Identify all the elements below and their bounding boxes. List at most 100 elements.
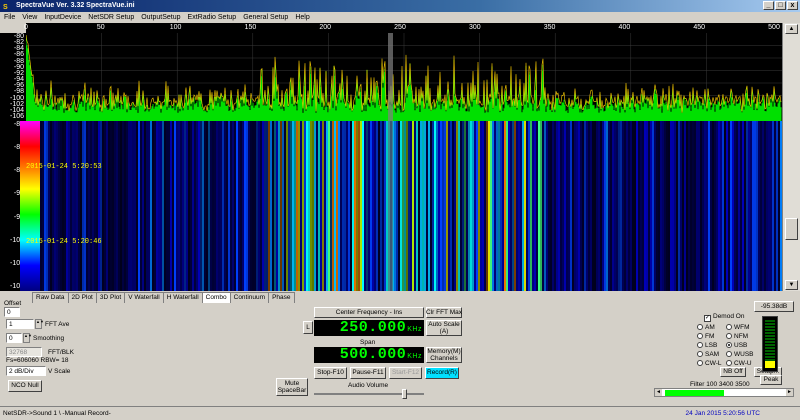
meter-segment	[765, 335, 775, 337]
waterfall-column	[102, 121, 104, 291]
center-frequency-display[interactable]: 250.000KHz	[314, 320, 424, 336]
waterfall-column	[52, 121, 54, 291]
waterfall-column	[562, 121, 564, 291]
waterfall-column	[232, 121, 234, 291]
waterfall-column	[536, 121, 538, 291]
radio-dot-icon	[726, 360, 732, 366]
l-button[interactable]: L	[303, 321, 313, 334]
close-button[interactable]: x	[787, 1, 798, 10]
mode-radio-usb[interactable]: USB	[726, 342, 747, 350]
menu-inputdevice[interactable]: InputDevice	[44, 14, 82, 21]
waterfall-column	[650, 121, 652, 291]
peak-button[interactable]: Peak	[760, 375, 782, 385]
vertical-scrollbar[interactable]: ▲ ▼	[782, 23, 800, 291]
mode-radio-cw-u[interactable]: CW-U	[726, 360, 752, 368]
waterfall-column	[140, 121, 142, 291]
waterfall-column	[414, 121, 416, 291]
start-button[interactable]: Start-F12	[389, 367, 422, 379]
audio-volume-slider[interactable]	[314, 389, 424, 399]
tab-raw-data[interactable]: Raw Data	[32, 292, 69, 303]
tab-h-waterfall[interactable]: H Waterfall	[162, 292, 203, 303]
center-frequency-button[interactable]: Center Frequency - Ins	[314, 307, 424, 318]
waterfall-column	[456, 121, 458, 291]
smoothing-field[interactable]: 0	[6, 333, 22, 343]
scroll-down-icon[interactable]: ▼	[785, 280, 798, 290]
waterfall-column	[564, 121, 566, 291]
memory-channels-button[interactable]: Memory(M) Channels	[426, 347, 462, 363]
vscale-select[interactable]: 2 dB/Div	[6, 366, 46, 376]
tab-phase[interactable]: Phase	[268, 292, 295, 303]
waterfall-column	[282, 121, 284, 291]
waterfall-column	[468, 121, 470, 291]
fft-ave-spinner[interactable]: ▲▼	[35, 319, 44, 329]
smoothing-spinner[interactable]: ▲▼	[23, 333, 32, 343]
record-button[interactable]: Record(R)	[425, 367, 459, 379]
nb-off-button[interactable]: NB Off	[720, 367, 746, 377]
waterfall-column	[504, 121, 506, 291]
waterfall-column	[142, 121, 144, 291]
clr-fft-max-button[interactable]: Clr FFT Max	[426, 307, 462, 318]
mute-button[interactable]: Mute SpaceBar	[276, 378, 308, 396]
mode-radio-nfm[interactable]: NFM	[726, 333, 748, 341]
tab-v-waterfall[interactable]: V Waterfall	[124, 292, 164, 303]
waterfall-plot[interactable]	[26, 121, 782, 291]
demod-on-checkbox[interactable]: ✓ Demod On	[704, 312, 744, 322]
waterfall-column	[570, 121, 572, 291]
mode-radio-wusb[interactable]: WUSB	[726, 351, 754, 359]
waterfall-column	[530, 121, 532, 291]
waterfall-column	[368, 121, 370, 291]
waterfall-column	[510, 121, 512, 291]
tab-3d-plot[interactable]: 3D Plot	[95, 292, 126, 303]
waterfall-column	[594, 121, 596, 291]
maximize-button[interactable]: □	[775, 1, 786, 10]
menu-general-setup[interactable]: General Setup	[243, 14, 289, 21]
filter-bar[interactable]: ◄ ►	[654, 388, 794, 397]
tab-2d-plot[interactable]: 2D Plot	[67, 292, 97, 303]
span-display[interactable]: 500.000KHz	[314, 347, 424, 363]
waterfall-column	[300, 121, 302, 291]
menu-netsdr-setup[interactable]: NetSDR Setup	[88, 14, 135, 21]
tab-continuum[interactable]: Continuum	[229, 292, 270, 303]
mode-radio-am[interactable]: AM	[697, 324, 715, 332]
waterfall-column	[678, 121, 680, 291]
tab-combo[interactable]: Combo	[201, 292, 231, 303]
scroll-up-icon[interactable]: ▲	[785, 24, 798, 34]
waterfall-column	[506, 121, 508, 291]
nco-null-button[interactable]: NCO Null	[8, 380, 42, 392]
fft-ave-label: FFT Ave	[45, 321, 70, 328]
menu-view[interactable]: View	[22, 14, 38, 21]
spectrum-dbm-axis: -80 -82 -84 -86 -88 -90 -92 -94 -96 -98 -100 -102 -1…	[0, 33, 26, 121]
filter-left-arrow-icon[interactable]: ◄	[655, 389, 662, 396]
waterfall-column	[340, 121, 342, 291]
auto-scale-button[interactable]: Auto Scale (A)	[426, 320, 462, 336]
fft-ave-field[interactable]: 1	[6, 319, 34, 329]
fft-blk-select[interactable]: 32768	[6, 347, 42, 357]
scroll-thumb[interactable]	[785, 218, 798, 240]
pause-button[interactable]: Pause-F11	[350, 367, 386, 379]
waterfall-column	[266, 121, 268, 291]
minimize-button[interactable]: _	[763, 1, 774, 10]
mode-radio-sam[interactable]: SAM	[697, 351, 719, 359]
menu-outputsetup[interactable]: OutputSetup	[141, 14, 181, 21]
spectrum-plot[interactable]	[26, 33, 782, 121]
waterfall-column	[228, 121, 230, 291]
mode-radio-cw-l[interactable]: CW-L	[697, 360, 722, 368]
waterfall-column	[512, 121, 514, 291]
menu-extradio-setup[interactable]: ExtRadio Setup	[187, 14, 237, 21]
mode-radio-lsb[interactable]: LSB	[697, 342, 717, 350]
menu-file[interactable]: File	[4, 14, 16, 21]
offset-field[interactable]: 0	[4, 307, 20, 317]
menu-help[interactable]: Help	[295, 14, 310, 21]
stop-button[interactable]: Stop-F10	[314, 367, 347, 379]
waterfall-column	[386, 121, 388, 291]
offset-label: Offset	[4, 300, 22, 307]
waterfall-column	[552, 121, 554, 291]
waterfall-column	[764, 121, 766, 291]
filter-right-arrow-icon[interactable]: ►	[786, 389, 793, 396]
mode-radio-wfm[interactable]: WFM	[726, 324, 750, 332]
waterfall-column	[264, 121, 266, 291]
mode-radio-fm[interactable]: FM	[697, 333, 714, 341]
waterfall-column	[46, 121, 48, 291]
audio-volume-knob[interactable]	[402, 389, 407, 399]
waterfall-column	[316, 121, 318, 291]
